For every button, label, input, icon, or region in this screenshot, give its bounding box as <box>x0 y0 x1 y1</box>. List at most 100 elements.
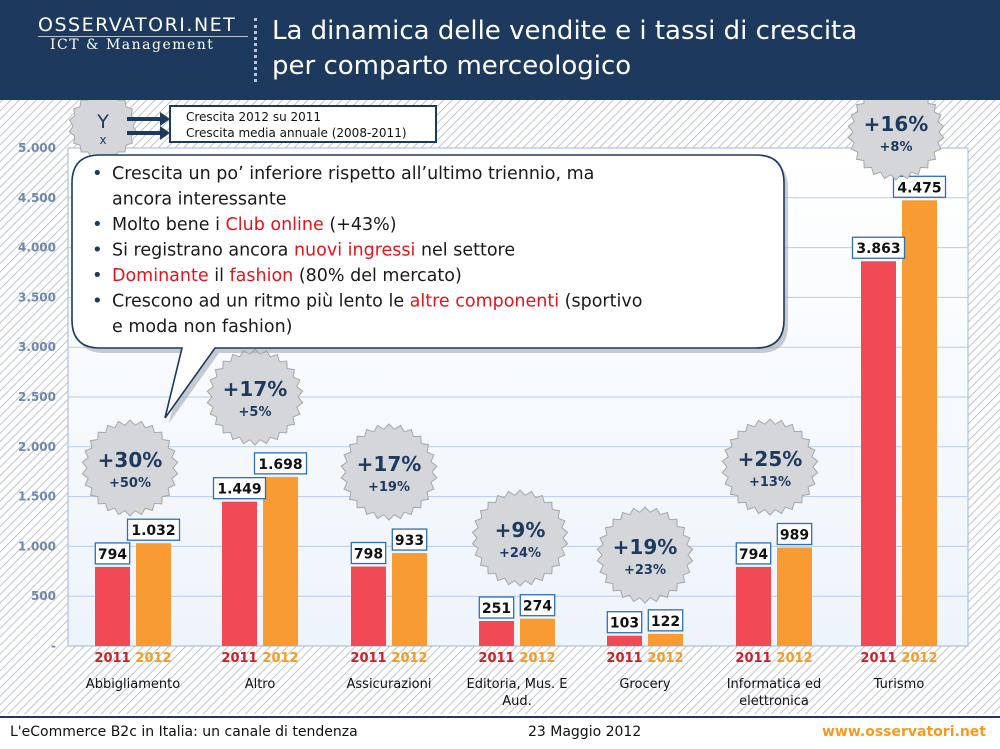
callout-text: e moda non fashion) <box>112 317 293 337</box>
callout-bullet: • <box>92 240 103 261</box>
bar-value-label: 989 <box>780 527 809 543</box>
category-label: Assicurazioni <box>347 677 432 692</box>
callout-text: (sportivo <box>559 292 642 312</box>
growth-y-value: +16% <box>864 112 929 136</box>
bar-value-box <box>126 518 181 541</box>
growth-badge: +9% +24% <box>471 489 569 587</box>
growth-badge: +25% +13% <box>721 418 819 516</box>
header-divider <box>254 18 257 82</box>
growth-y-value: +30% <box>98 448 163 472</box>
y-tick-label: 5.000 <box>18 141 56 155</box>
category-label-line: Aud. <box>502 694 532 709</box>
category-label: Abbigliamento <box>86 677 180 692</box>
bar-value-label: 794 <box>739 547 768 563</box>
y-tick-label: 4.500 <box>18 191 56 205</box>
growth-badge-shape <box>81 419 179 517</box>
year-label-2011: 2011 <box>735 651 771 666</box>
category-label-line: elettronica <box>739 694 809 709</box>
footer-website-link[interactable]: www.osservatori.net <box>822 724 986 740</box>
legend-x-symbol: x <box>99 133 106 147</box>
growth-badge-shape <box>721 418 819 516</box>
bar-value-label: 103 <box>610 616 639 632</box>
callout-bullet: • <box>92 214 103 235</box>
bar-value-box <box>478 596 515 619</box>
header-bar: OSSERVATORI.NET ICT & Management La dina… <box>0 0 1000 100</box>
footer-left-text: L'eCommerce B2c in Italia: un canale di … <box>10 724 358 740</box>
callout-text: ancora interessante <box>112 190 286 210</box>
y-tick-label: 1.000 <box>18 539 56 553</box>
category-label: Editoria, Mus. E Aud. <box>466 677 567 709</box>
year-label-2012: 2012 <box>519 651 555 666</box>
callout-bullet: • <box>92 265 103 286</box>
callout-line: Si registrano ancora nuovi ingressi nel … <box>112 241 515 261</box>
y-tick-label: - <box>51 639 56 653</box>
year-label-2012: 2012 <box>262 651 298 666</box>
footer-divider <box>0 716 1000 718</box>
category-label-line: Turismo <box>873 677 925 692</box>
category-label: Grocery <box>619 677 671 692</box>
growth-x-value: +5% <box>239 405 272 420</box>
logo-rule <box>38 36 248 37</box>
bar-value-label: 3.863 <box>856 241 900 257</box>
callout-highlight: Dominante <box>112 266 209 286</box>
bar-2011 <box>95 566 130 646</box>
bar-2012 <box>648 633 683 646</box>
bar-value-label: 794 <box>98 547 127 563</box>
legend-y-text: Crescita 2012 su 2011 <box>186 110 321 124</box>
year-label-2012: 2012 <box>901 651 937 666</box>
callout-line: Molto bene i Club online (+43%) <box>112 215 397 235</box>
category-label-line: Assicurazioni <box>347 677 432 692</box>
growth-badge: +17% +5% <box>206 348 304 446</box>
year-label-2012: 2012 <box>776 651 812 666</box>
callout-text: Crescita un po’ inferiore rispetto all’u… <box>112 164 594 184</box>
bar-value-box <box>94 542 131 565</box>
growth-y-value: +25% <box>738 447 803 471</box>
bar-value-label: 1.032 <box>131 523 175 539</box>
logo-top-text: OSSERVATORI.NET <box>38 14 237 36</box>
category-label-line: Grocery <box>619 677 671 692</box>
growth-badge: +17% +19% <box>340 423 438 521</box>
year-label-2011: 2011 <box>94 651 130 666</box>
year-label-2011: 2011 <box>350 651 386 666</box>
category-label: Altro <box>245 677 276 692</box>
footer-date: 23 Maggio 2012 <box>528 724 642 740</box>
growth-badge-shape <box>471 489 569 587</box>
growth-y-value: +19% <box>613 535 678 559</box>
legend-x-text: Crescita media annuale (2008-2011) <box>186 126 407 140</box>
bar-value-label: 1.449 <box>217 482 261 498</box>
bar-value-box <box>253 452 308 475</box>
growth-y-value: +17% <box>357 452 422 476</box>
bar-2011 <box>479 621 514 646</box>
y-tick-label: 3.000 <box>18 340 56 354</box>
bar-2012 <box>902 200 937 647</box>
bar-value-box <box>647 609 684 632</box>
category-label: Informatica ed elettronica <box>727 677 822 709</box>
bar-value-label: 274 <box>523 599 552 615</box>
legend-box <box>169 105 437 143</box>
growth-badge: +19% +23% <box>596 506 694 604</box>
bar-2011 <box>736 566 771 646</box>
bar-2012 <box>520 618 555 646</box>
year-label-2011: 2011 <box>606 651 642 666</box>
bar-value-box <box>350 541 387 565</box>
growth-badge-shape <box>596 506 694 604</box>
callout-text: (80% del mercato) <box>293 266 462 286</box>
bar-value-box <box>851 236 906 259</box>
bar-2012 <box>392 553 427 646</box>
category-label: Turismo <box>873 677 925 692</box>
bar-2011 <box>861 261 896 646</box>
bar-value-label: 933 <box>395 533 424 549</box>
year-label-2011: 2011 <box>478 651 514 666</box>
logo-bottom-text: ICT & Management <box>50 37 215 53</box>
page-title-line2: per comparto merceologico <box>272 51 632 81</box>
page-title-line1: La dinamica delle vendite e i tassi di c… <box>272 16 858 46</box>
year-label-2011: 2011 <box>860 651 896 666</box>
growth-badge-shape <box>847 100 945 181</box>
y-tick-label: 4.000 <box>18 241 56 255</box>
callout-text: (+43%) <box>324 215 397 235</box>
growth-badge-shape <box>340 423 438 521</box>
growth-x-value: +24% <box>499 546 541 561</box>
y-tick-label: 500 <box>31 589 56 603</box>
page-title: La dinamica delle vendite e i tassi di c… <box>272 14 992 84</box>
category-label-line: Altro <box>245 677 276 692</box>
